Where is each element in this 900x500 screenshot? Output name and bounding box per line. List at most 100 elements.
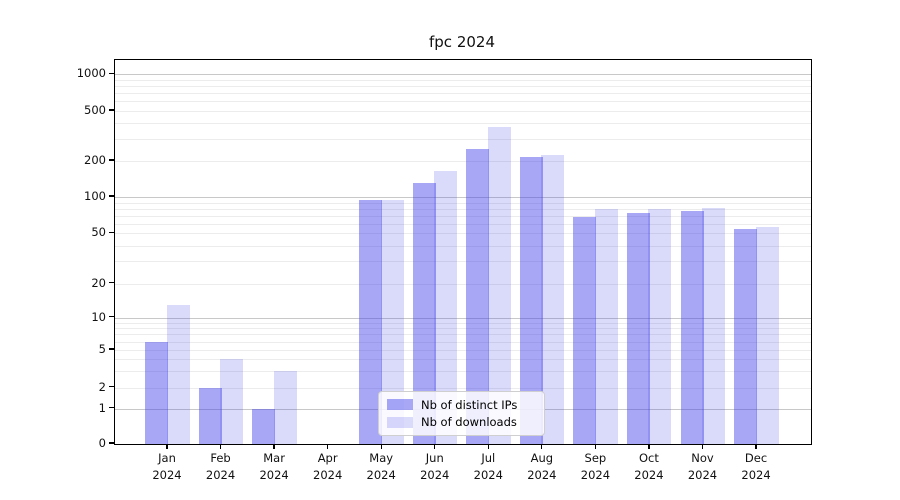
gridline-minor-9: [115, 322, 811, 324]
gridline-major-100: [115, 197, 811, 198]
y-tick-mark-200: [109, 159, 114, 161]
y-tick-mark-50: [109, 231, 114, 233]
bar-downloads-sep: [594, 208, 618, 444]
bar-ips-dec: [734, 229, 758, 444]
y-tick-label-100: 100: [84, 189, 106, 203]
gridline-minor-2: [115, 387, 811, 389]
legend-item-downloads: Nb of downloads: [387, 415, 536, 429]
x-tick-label-sep: Sep 2024: [580, 451, 611, 482]
y-tick-label-50: 50: [91, 225, 106, 240]
bar-downloads-nov: [702, 208, 725, 444]
bar-downloads-dec: [755, 227, 779, 444]
bar-downloads-oct: [648, 209, 672, 444]
gridline-minor-90: [115, 202, 811, 204]
gridline-minor-700: [115, 93, 811, 95]
x-tick-label-aug: Aug 2024: [527, 451, 557, 482]
gridline-minor-70: [115, 215, 811, 217]
bar-ips-mar: [252, 408, 276, 444]
bar-downloads-jun: [434, 170, 458, 444]
gridline-minor-50: [115, 233, 811, 235]
x-tick-label-jan: Jan 2024: [152, 451, 182, 482]
plot-area: [114, 59, 812, 445]
x-tick-mark-jan: [166, 444, 168, 449]
y-tick-label-1: 1: [98, 400, 106, 415]
x-tick-mark-apr: [327, 444, 329, 449]
x-tick-label-jul: Jul 2024: [473, 451, 503, 482]
x-tick-mark-mar: [273, 444, 275, 449]
gridline-minor-800: [115, 86, 811, 88]
gridline-minor-500: [115, 110, 811, 112]
gridline-major-10: [115, 317, 811, 319]
gridline-minor-30: [115, 261, 811, 263]
x-tick-label-dec: Dec 2024: [741, 451, 771, 482]
gridline-minor-900: [115, 79, 811, 81]
bar-downloads-jul: [487, 126, 511, 444]
y-tick-mark-0: [109, 442, 114, 444]
gridline-major-1000: [115, 74, 811, 76]
gridline-minor-80: [115, 208, 811, 210]
bar-ips-may: [359, 199, 383, 444]
bar-ips-aug: [519, 157, 543, 444]
bar-ips-jan: [145, 341, 168, 444]
y-tick-label-1000: 1000: [76, 66, 106, 81]
bar-downloads-jan: [166, 304, 190, 444]
y-tick-mark-100: [109, 195, 114, 197]
x-tick-label-apr: Apr 2024: [313, 451, 343, 482]
bar-ips-sep: [573, 217, 597, 444]
x-tick-label-feb: Feb 2024: [205, 451, 236, 482]
bar-downloads-mar: [273, 371, 297, 444]
y-tick-mark-1: [109, 407, 114, 409]
x-tick-mark-dec: [755, 444, 757, 449]
gridline-minor-20: [115, 283, 811, 285]
x-tick-mark-sep: [594, 444, 597, 449]
bar-ips-jul: [466, 148, 490, 444]
bar-ips-feb: [198, 387, 222, 444]
x-tick-mark-oct: [648, 444, 650, 449]
y-tick-label-2: 2: [98, 379, 106, 394]
x-tick-mark-nov: [701, 444, 704, 449]
gridline-minor-600: [115, 101, 811, 103]
legend-label-distinct-ips: Nb of distinct IPs: [421, 397, 518, 412]
y-tick-mark-1000: [109, 72, 114, 74]
gridline-minor-8: [115, 328, 811, 330]
gridline-minor-300: [115, 138, 811, 140]
x-tick-mark-may: [380, 444, 382, 449]
x-tick-mark-jun: [434, 444, 436, 449]
y-tick-label-10: 10: [91, 309, 106, 324]
x-tick-mark-jul: [487, 444, 489, 449]
gridline-minor-4: [115, 359, 811, 361]
chart-title: fpc 2024: [429, 33, 495, 51]
y-tick-label-200: 200: [84, 152, 106, 167]
bar-ips-oct: [626, 212, 650, 444]
legend-swatch-downloads-icon: [387, 416, 413, 428]
bar-downloads-aug: [541, 154, 565, 444]
legend-item-distinct-ips: Nb of distinct IPs: [387, 398, 536, 412]
x-tick-label-mar: Mar 2024: [259, 451, 289, 482]
x-tick-label-nov: Nov 2024: [687, 451, 718, 482]
gridline-minor-60: [115, 223, 811, 225]
y-tick-mark-10: [109, 316, 114, 318]
gridline-minor-7: [115, 334, 811, 336]
gridline-minor-5: [115, 349, 811, 351]
bar-ips-jun: [412, 183, 436, 444]
bar-downloads-may: [380, 199, 404, 444]
gridline-minor-40: [115, 245, 811, 247]
legend: Nb of distinct IPs Nb of downloads: [378, 391, 545, 436]
y-tick-mark-20: [109, 282, 114, 284]
gridline-minor-200: [115, 160, 811, 162]
x-tick-label-may: May 2024: [366, 451, 396, 482]
bar-downloads-feb: [220, 359, 244, 444]
y-tick-label-0: 0: [98, 436, 106, 450]
x-tick-mark-feb: [219, 444, 222, 449]
gridline-minor-400: [115, 123, 811, 125]
bar-ips-nov: [680, 210, 704, 444]
y-tick-mark-5: [109, 348, 114, 350]
legend-swatch-ips-icon: [387, 399, 413, 411]
y-tick-mark-2: [109, 386, 114, 388]
x-tick-label-oct: Oct 2024: [634, 451, 664, 482]
legend-label-downloads: Nb of downloads: [421, 415, 517, 430]
y-tick-label-20: 20: [91, 275, 106, 290]
x-tick-mark-aug: [541, 444, 543, 449]
y-tick-label-500: 500: [84, 102, 106, 117]
